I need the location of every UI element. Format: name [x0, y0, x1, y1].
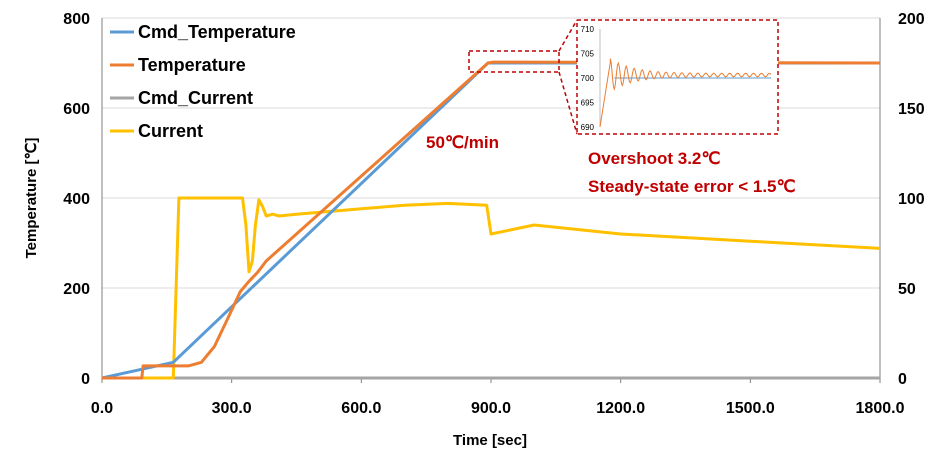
x-tick-label: 600.0 — [341, 400, 381, 417]
y2-tick-label: 200 — [898, 11, 925, 28]
inset-tick-label: 690 — [581, 123, 595, 132]
y2-tick-label: 0 — [898, 371, 907, 388]
inset-connector — [558, 19, 578, 52]
legend-label: Current — [138, 121, 203, 141]
y2-tick-label: 150 — [898, 101, 925, 118]
y-tick-label: 400 — [63, 191, 90, 208]
legend-label: Cmd_Current — [138, 88, 253, 108]
y2-tick-label: 100 — [898, 191, 925, 208]
annotation-text: Overshoot 3.2℃ — [588, 149, 720, 168]
series-line-temperature — [102, 60, 881, 380]
inset-connector — [558, 71, 578, 135]
y-tick-label: 200 — [63, 281, 90, 298]
legend: Cmd_Temperature Temperature Cmd_Current Cur… — [110, 22, 296, 141]
y-tick-label: 800 — [63, 11, 90, 28]
annotation-text: Steady-state error < 1.5℃ — [588, 177, 796, 196]
x-tick-label: 1500.0 — [726, 400, 775, 417]
y-tick-label: 600 — [63, 101, 90, 118]
y-tick-label: 0 — [81, 371, 90, 388]
inset-tick-label: 700 — [581, 74, 595, 83]
x-tick-label: 0.0 — [91, 400, 113, 417]
annotation-text: 50℃/min — [426, 133, 499, 152]
y-axis-title: Temperature [℃] — [23, 138, 40, 259]
x-axis-tick-labels: 0.0 300.0 600.0 900.0 1200.0 1500.0 1800.0 — [91, 400, 905, 417]
legend-label: Temperature — [138, 55, 246, 75]
y2-axis-tick-labels: 0 50 100 150 200 — [898, 11, 925, 388]
inset-source-box — [468, 50, 560, 73]
inset-temperature-line — [599, 58, 772, 128]
x-axis-title: Time [sec] — [453, 432, 527, 449]
inset-tick-label: 695 — [581, 99, 595, 108]
annotations: 50℃/min Overshoot 3.2℃ Steady-state error … — [426, 133, 796, 196]
y2-tick-label: 50 — [898, 281, 916, 298]
inset-tick-label: 705 — [581, 50, 595, 59]
x-tick-label: 300.0 — [212, 400, 252, 417]
inset-tick-label: 710 — [581, 25, 595, 34]
series-line-current — [102, 196, 881, 380]
x-tick-label: 900.0 — [471, 400, 511, 417]
y-axis-tick-labels: 0 200 400 600 800 — [63, 11, 90, 388]
inset-zoom: 710 705 700 695 690 — [468, 19, 779, 135]
x-tick-label: 1200.0 — [596, 400, 645, 417]
legend-label: Cmd_Temperature — [138, 22, 296, 42]
x-tick-label: 1800.0 — [856, 400, 905, 417]
